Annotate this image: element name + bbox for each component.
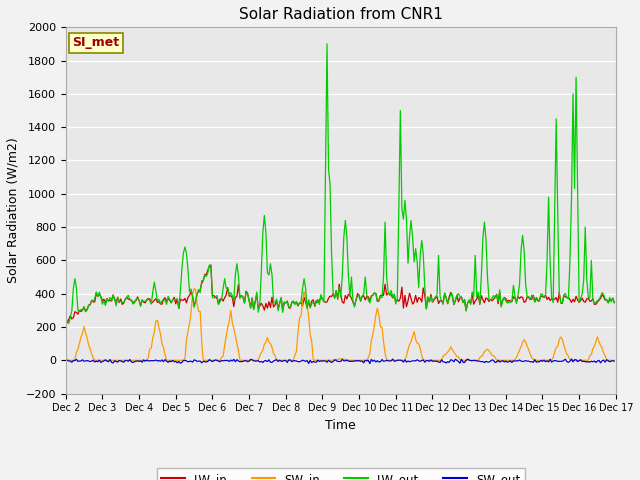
- Title: Solar Radiation from CNR1: Solar Radiation from CNR1: [239, 7, 443, 22]
- SW_in: [255, 358, 262, 363]
- SW_out: [568, 356, 575, 362]
- LW_in: [207, 263, 215, 268]
- Line: SW_out: SW_out: [66, 359, 614, 363]
- LW_out: [62, 319, 70, 324]
- SW_in: [303, 304, 311, 310]
- SW_in: [129, 358, 137, 363]
- LW_in: [131, 299, 138, 304]
- LW_in: [63, 320, 71, 325]
- LW_in: [305, 299, 312, 304]
- LW_out: [227, 290, 235, 296]
- X-axis label: Time: Time: [325, 419, 356, 432]
- SW_out: [302, 359, 310, 364]
- LW_out: [255, 309, 262, 315]
- SW_in: [62, 358, 70, 363]
- LW_in: [62, 320, 70, 325]
- LW_in: [611, 300, 618, 305]
- SW_in: [611, 358, 618, 363]
- LW_in: [256, 303, 264, 309]
- Line: SW_in: SW_in: [66, 289, 614, 360]
- LW_out: [65, 321, 72, 326]
- LW_out: [131, 300, 138, 306]
- SW_out: [225, 359, 233, 364]
- Line: LW_out: LW_out: [66, 44, 614, 324]
- LW_out: [611, 300, 618, 306]
- SW_out: [129, 360, 137, 365]
- LW_out: [323, 41, 331, 47]
- SW_out: [253, 358, 260, 364]
- SW_in: [227, 308, 235, 313]
- SW_in: [581, 358, 589, 363]
- Line: LW_in: LW_in: [66, 265, 614, 323]
- Text: SI_met: SI_met: [72, 36, 120, 49]
- LW_in: [228, 295, 236, 300]
- LW_out: [303, 306, 311, 312]
- Y-axis label: Solar Radiation (W/m2): Solar Radiation (W/m2): [7, 138, 20, 283]
- SW_out: [611, 358, 618, 364]
- SW_out: [62, 358, 70, 364]
- SW_out: [244, 359, 252, 364]
- LW_out: [245, 298, 253, 303]
- LW_out: [583, 276, 591, 282]
- LW_in: [247, 305, 255, 311]
- LW_in: [583, 296, 591, 301]
- SW_out: [366, 360, 374, 366]
- SW_in: [190, 286, 198, 292]
- SW_out: [583, 359, 591, 365]
- SW_in: [245, 358, 253, 363]
- Legend: LW_in, SW_in, LW_out, SW_out: LW_in, SW_in, LW_out, SW_out: [157, 468, 525, 480]
